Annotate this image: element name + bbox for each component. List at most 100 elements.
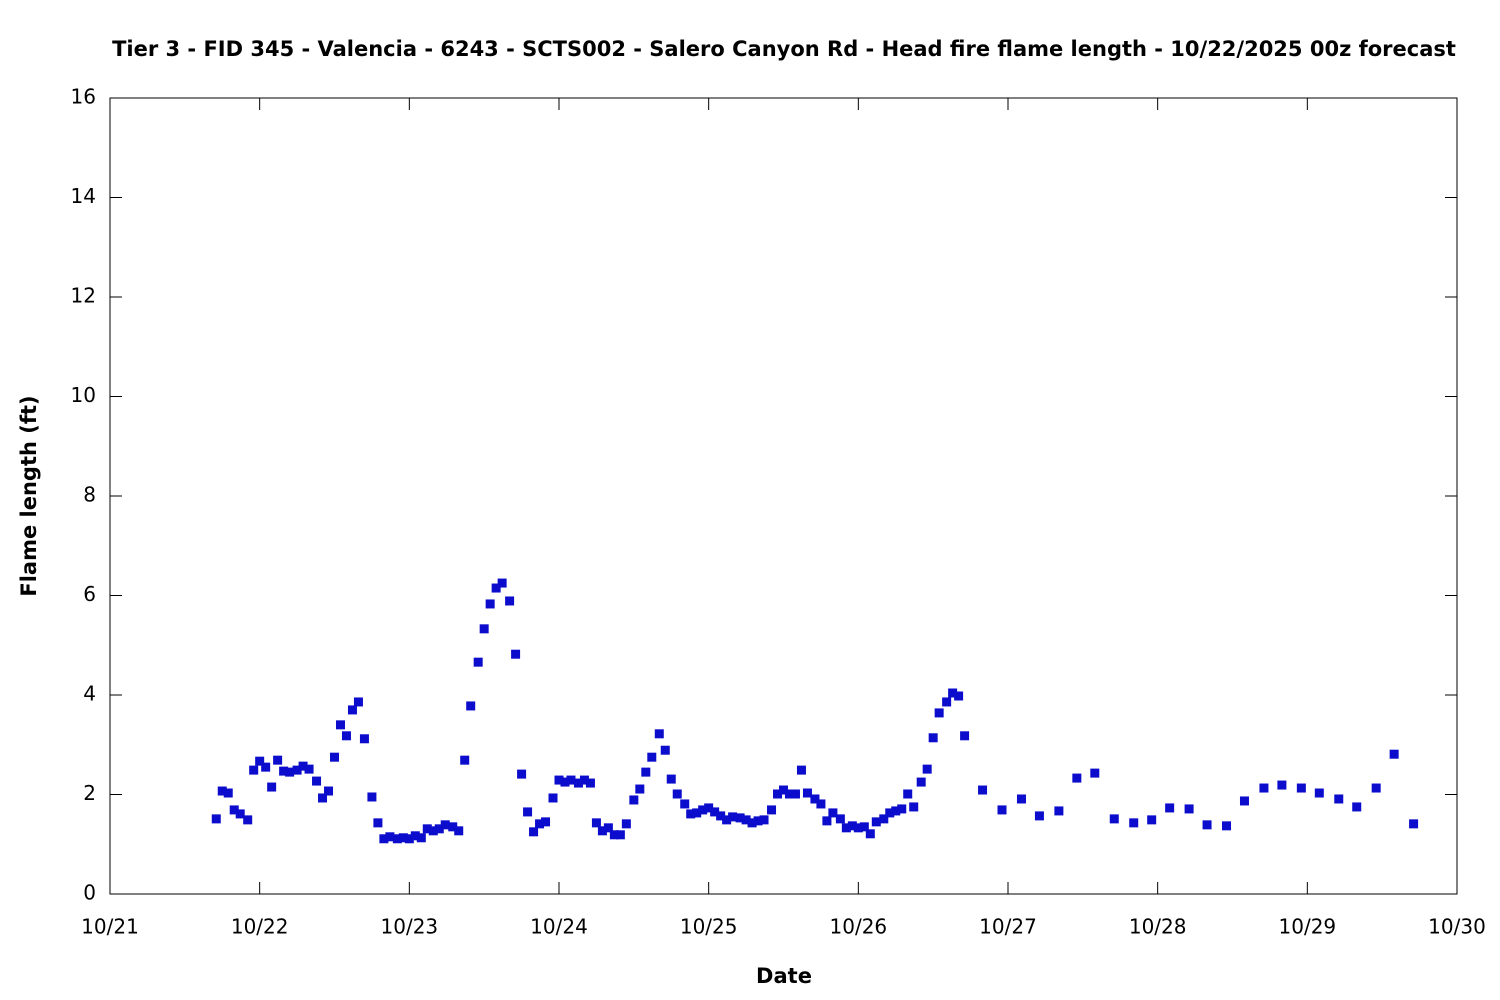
point [1334,794,1344,804]
point [211,814,221,824]
y-axis-label: Flame length (ft) [17,395,41,596]
point [1222,821,1232,831]
point [1034,811,1044,821]
point [560,777,570,787]
point [802,788,812,798]
point [841,823,851,833]
point [535,819,545,829]
point [1277,780,1287,790]
point [1352,802,1362,812]
point [728,812,738,822]
y-tick-label: 16 [71,85,96,109]
point [948,688,958,698]
point [597,826,607,836]
point [903,789,913,799]
point [428,826,438,836]
point [810,794,820,804]
point [790,789,800,799]
point [885,808,895,818]
point [741,815,751,825]
point [404,834,414,844]
point [934,708,944,718]
y-tick-label: 0 [83,881,96,905]
point [942,697,952,707]
y-tick-label: 4 [83,682,96,706]
point [229,805,239,815]
point [871,817,881,827]
point [1054,806,1064,816]
point [497,578,507,588]
point [1109,814,1119,824]
point [928,733,938,743]
point [347,705,357,715]
point [879,814,889,824]
x-tick-label: 10/21 [81,915,139,939]
point [217,786,227,796]
point [698,805,708,815]
point [448,822,458,832]
point [660,745,670,755]
point [591,818,601,828]
point [353,697,363,707]
point [548,793,558,803]
point [816,799,826,809]
point [767,805,777,815]
point [249,765,259,775]
point [566,775,576,785]
point [1129,818,1139,828]
point [485,599,495,609]
point [1072,773,1082,783]
point [954,691,964,701]
point [292,765,302,775]
point [603,823,613,833]
x-tick-label: 10/23 [381,915,439,939]
point [609,830,619,840]
point [298,761,308,771]
chart-title: Tier 3 - FID 345 - Valencia - 6243 - SCT… [112,37,1456,61]
x-tick-label: 10/29 [1279,915,1337,939]
x-tick-label: 10/25 [680,915,738,939]
point [621,819,631,829]
point [997,805,1007,815]
y-tick-label: 10 [71,383,96,407]
point [891,806,901,816]
point [267,782,277,792]
x-tick-label: 10/30 [1428,915,1486,939]
point [978,785,988,795]
point [747,818,757,828]
x-tick-label: 10/26 [830,915,888,939]
point [735,813,745,823]
point [434,824,444,834]
point [1202,820,1212,830]
point [573,778,583,788]
point [416,833,426,843]
point [796,765,806,775]
point [517,769,527,779]
point [330,752,339,762]
x-tick-label: 10/27 [979,915,1037,939]
point [261,762,271,772]
point [784,789,794,799]
point [828,808,838,818]
point [505,596,515,606]
point [1259,783,1269,793]
point [335,720,345,730]
point [779,785,788,795]
point [285,767,295,777]
point [692,808,702,818]
point [960,731,970,741]
point [922,764,932,774]
point [398,833,408,843]
y-tick-label: 12 [71,284,96,308]
point [1389,749,1399,759]
y-tick-label: 14 [71,184,96,208]
x-axis-label: Date [756,964,812,988]
point [647,752,657,762]
point [641,767,651,777]
point [392,834,402,844]
point [273,755,283,765]
point [635,784,645,794]
point [554,775,564,785]
point [1165,803,1175,813]
